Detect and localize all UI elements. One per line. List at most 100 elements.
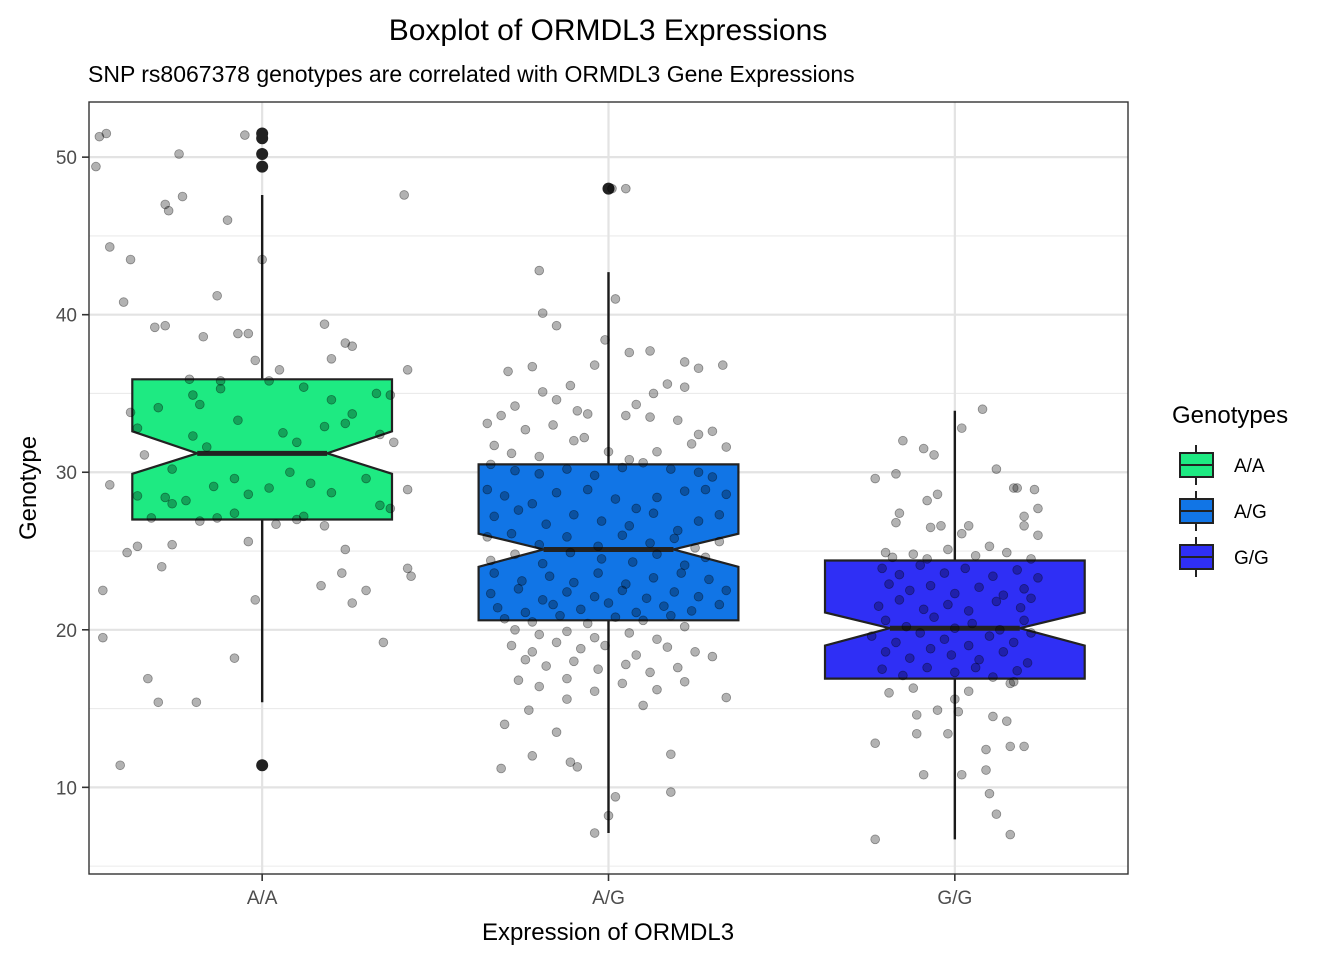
jitter-point <box>693 516 704 526</box>
jitter-point <box>1026 554 1036 564</box>
jitter-point <box>679 621 690 632</box>
x-axis-label: Expression of ORMDL3 <box>482 919 734 946</box>
jitter-point <box>1026 593 1036 604</box>
jitter-point <box>506 528 517 539</box>
jitter-point <box>679 560 690 570</box>
jitter-point <box>378 637 389 648</box>
jitter-point <box>146 513 157 523</box>
jitter-point <box>995 624 1005 635</box>
jitter-point <box>866 631 877 641</box>
jitter-point <box>891 517 901 528</box>
jitter-point <box>572 405 583 416</box>
jitter-point <box>998 590 1009 600</box>
jitter-point <box>870 738 880 749</box>
jitter-point <box>717 360 728 370</box>
jitter-point <box>215 376 226 386</box>
chart-title: Boxplot of ORMDL3 Expressions <box>389 14 828 47</box>
jitter-point <box>1005 829 1016 840</box>
jitter-point <box>565 547 576 558</box>
jitter-point <box>517 576 527 586</box>
jitter-point <box>950 588 960 599</box>
jitter-point <box>1001 716 1012 726</box>
jitter-point <box>977 404 988 415</box>
jitter-point <box>340 338 351 348</box>
jitter-point <box>257 254 267 265</box>
jitter-point <box>714 536 725 547</box>
jitter-point <box>894 569 905 580</box>
jitter-point <box>1001 547 1012 558</box>
jitter-point <box>693 467 704 478</box>
jitter-point <box>953 706 964 717</box>
jitter-point <box>963 521 974 531</box>
jitter-point <box>610 791 621 802</box>
jitter-point <box>233 328 243 339</box>
jitter-point <box>212 290 222 301</box>
jitter-point <box>562 626 572 637</box>
jitter-point <box>898 435 908 446</box>
jitter-point <box>243 489 254 500</box>
jitter-point <box>156 561 167 572</box>
jitter-point <box>918 443 929 454</box>
jitter-point <box>943 599 953 610</box>
jitter-point <box>562 694 572 704</box>
jitter-point <box>596 516 607 526</box>
jitter-point <box>1033 573 1043 583</box>
jitter-point <box>870 834 880 845</box>
jitter-point <box>562 532 572 542</box>
jitter-point <box>1012 665 1022 676</box>
jitter-point <box>132 423 143 433</box>
jitter-point <box>551 727 562 738</box>
jitter-point <box>534 451 545 462</box>
jitter-point <box>891 637 901 648</box>
jitter-point <box>963 686 974 697</box>
outlier-point <box>256 132 269 145</box>
jitter-point <box>513 675 524 686</box>
jitter-point <box>139 450 150 460</box>
jitter-point <box>600 640 610 651</box>
jitter-point <box>153 402 164 413</box>
jitter-point <box>513 584 524 594</box>
outlier-point <box>256 160 269 173</box>
legend-items: A/A A/G G/G <box>1179 445 1269 577</box>
jitter-point <box>922 554 932 564</box>
jitter-point <box>485 588 496 599</box>
jitter-point <box>541 519 551 530</box>
jitter-point <box>575 643 586 654</box>
jitter-point <box>970 550 981 561</box>
jitter-point <box>1008 676 1019 687</box>
jitter-point <box>607 183 617 194</box>
jitter-point <box>721 442 732 452</box>
legend-label: A/G <box>1234 502 1267 523</box>
jitter-point <box>167 464 177 474</box>
jitter-point <box>326 487 337 498</box>
jitter-point <box>399 190 409 200</box>
notched-box <box>131 378 394 521</box>
jitter-point <box>537 387 548 397</box>
jitter-point <box>638 457 648 468</box>
jitter-point <box>98 585 108 596</box>
jitter-point <box>932 489 943 500</box>
jitter-point <box>600 335 610 345</box>
jitter-point <box>631 650 642 660</box>
y-tick-label: 20 <box>56 621 77 642</box>
jitter-point <box>704 574 714 585</box>
jitter-point <box>974 582 984 593</box>
jitter-point <box>513 505 524 515</box>
jitter-point <box>946 650 957 660</box>
jitter-point <box>291 514 302 525</box>
jitter-point <box>208 481 219 492</box>
jitter-point <box>960 563 971 574</box>
jitter-point <box>679 382 690 392</box>
jitter-point <box>929 450 939 460</box>
jitter-point <box>143 673 153 684</box>
jitter-point <box>91 161 101 172</box>
jitter-point <box>984 631 995 641</box>
jitter-point <box>506 640 517 651</box>
notched-box <box>477 463 740 622</box>
jitter-point <box>991 809 1002 819</box>
jitter-point <box>98 632 108 643</box>
jitter-point <box>406 571 416 582</box>
jitter-point <box>582 409 593 419</box>
jitter-point <box>589 470 600 481</box>
jitter-point <box>1012 483 1022 493</box>
